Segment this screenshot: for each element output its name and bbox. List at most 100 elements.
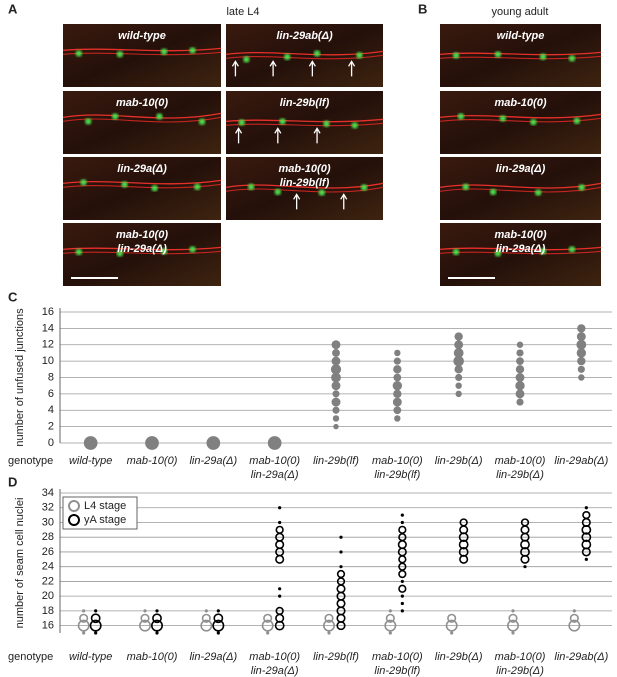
panel-label: A <box>8 1 18 16</box>
x-axis-label: genotype <box>8 455 53 467</box>
dot <box>332 349 340 357</box>
dot <box>454 332 463 341</box>
dot <box>77 619 90 632</box>
x-tick-label: lin-29b(lf) <box>313 455 359 467</box>
dot <box>140 613 150 623</box>
dot <box>511 631 515 635</box>
dot <box>516 398 524 406</box>
seam-nucleus <box>457 113 465 120</box>
dot <box>278 594 282 598</box>
y-tick-label: 16 <box>42 306 54 318</box>
dot <box>89 619 102 632</box>
dot <box>332 406 340 414</box>
dot <box>398 584 407 593</box>
dot <box>398 555 407 564</box>
dot <box>455 373 463 382</box>
seam-nucleus <box>318 189 325 196</box>
cell-boundary <box>439 186 602 193</box>
arrow-head <box>348 60 356 67</box>
seam-nucleus <box>489 188 497 196</box>
y-tick-label: 26 <box>42 546 54 558</box>
dot <box>155 609 159 613</box>
y-tick-label: 10 <box>42 355 54 367</box>
dot <box>212 619 225 632</box>
dot <box>263 613 273 623</box>
dot <box>393 389 402 399</box>
dot <box>155 631 159 635</box>
panel-label: B <box>418 1 427 16</box>
image-label: mab-10(0) <box>116 97 168 109</box>
dot <box>94 609 98 613</box>
seam-nucleus <box>578 184 585 191</box>
y-tick-label: 8 <box>48 371 54 383</box>
seam-nucleus <box>539 248 547 255</box>
seam-nucleus <box>160 248 168 255</box>
dot <box>584 506 588 510</box>
dot <box>83 436 98 450</box>
dot <box>577 356 586 366</box>
cell-boundary <box>62 179 222 185</box>
seam-nucleus <box>194 183 201 191</box>
seam-nucleus <box>189 246 196 253</box>
seam-nucleus <box>156 113 163 120</box>
dot <box>336 584 346 594</box>
x-tick-label: mab-10(0) <box>372 651 423 663</box>
dot <box>79 613 89 623</box>
dot <box>515 389 525 399</box>
dot <box>331 372 341 383</box>
x-tick-label: lin-29b(Δ) <box>435 651 483 663</box>
dot <box>94 631 98 635</box>
dot <box>393 365 402 374</box>
seam-nucleus <box>238 119 245 126</box>
dot <box>400 513 404 517</box>
dot <box>385 613 395 623</box>
dot <box>520 518 530 527</box>
dot <box>331 397 341 407</box>
dot <box>576 348 587 358</box>
seam-nucleus <box>75 248 83 256</box>
dot <box>458 539 469 550</box>
legend-label: L4 stage <box>84 500 126 512</box>
y-tick-label: 6 <box>48 388 54 400</box>
dot <box>331 381 341 391</box>
dot <box>152 613 162 624</box>
dot <box>336 569 346 579</box>
x-axis-label: genotype <box>8 651 53 663</box>
dot <box>90 613 101 624</box>
seam-nucleus <box>116 250 124 257</box>
dot <box>327 631 331 635</box>
image-label: mab-10(0) <box>495 229 547 241</box>
dot <box>266 631 270 635</box>
dot <box>275 606 284 616</box>
dot <box>267 436 282 450</box>
dot <box>569 613 579 623</box>
dot <box>331 340 341 350</box>
dot <box>453 355 464 367</box>
seam-nucleus <box>243 56 250 63</box>
x-tick-label: lin-29a(Δ) <box>251 665 299 677</box>
dot <box>145 436 159 450</box>
dot <box>278 506 282 510</box>
seam-nucleus <box>75 50 83 57</box>
dot <box>333 423 339 430</box>
image-label: lin-29a(Δ) <box>496 243 546 255</box>
dot <box>332 390 340 398</box>
seam-nucleus <box>160 48 168 55</box>
dot <box>581 532 592 543</box>
dot <box>339 535 343 539</box>
cell-boundary <box>62 47 222 52</box>
dot <box>201 613 211 623</box>
dot <box>515 365 525 374</box>
seam-nucleus <box>323 120 330 127</box>
seam-nucleus <box>452 52 460 59</box>
y-tick-label: 34 <box>42 487 54 499</box>
y-tick-label: 28 <box>42 531 54 543</box>
dot <box>151 619 163 632</box>
x-tick-label: wild-type <box>69 651 112 663</box>
dot <box>204 609 208 613</box>
panel-title: young adult <box>492 6 549 18</box>
cell-boundary <box>62 112 222 119</box>
arrow-head <box>235 127 243 134</box>
y-tick-label: 0 <box>48 437 54 449</box>
seam-nucleus <box>360 184 368 191</box>
